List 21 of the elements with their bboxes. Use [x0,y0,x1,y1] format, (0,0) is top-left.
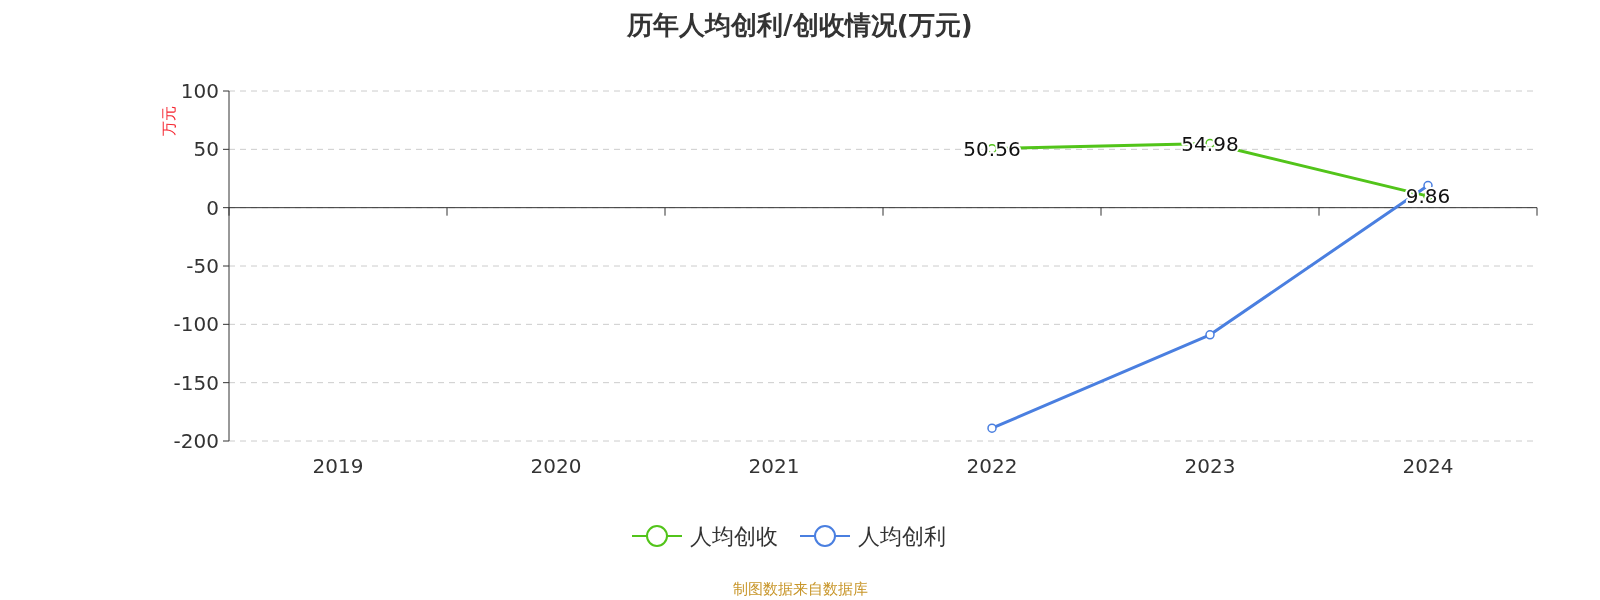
y-tick-label: 100 [180,79,219,103]
y-tick-label: -50 [186,254,219,278]
text: 制图数据来自数据库 [732,580,868,598]
point [1205,330,1215,340]
y-tick-label: -200 [173,429,219,453]
y-tick-label: 50 [193,137,219,162]
y-tick-label: -100 [173,312,219,337]
x-tick-label: 2019 [312,454,364,478]
x-tick-label: 2024 [1402,454,1454,478]
y-axis-title: 万元 [160,106,178,136]
legend-label: 人均创收 [690,524,778,549]
x-tick-label: 2023 [1184,454,1236,478]
x-tick-label: 2022 [966,454,1018,478]
legend-label: 人均创利 [858,524,946,549]
x-tick-label: 2021 [748,454,800,478]
y-tick-label: 0 [206,195,219,220]
chart-title: 历年人均创利/创收情况(万元) [626,10,973,40]
y-tick-label: -150 [173,370,219,395]
x-tick-label: 2020 [530,454,582,478]
data-label: 50.56 [963,136,1021,161]
point [987,423,997,433]
